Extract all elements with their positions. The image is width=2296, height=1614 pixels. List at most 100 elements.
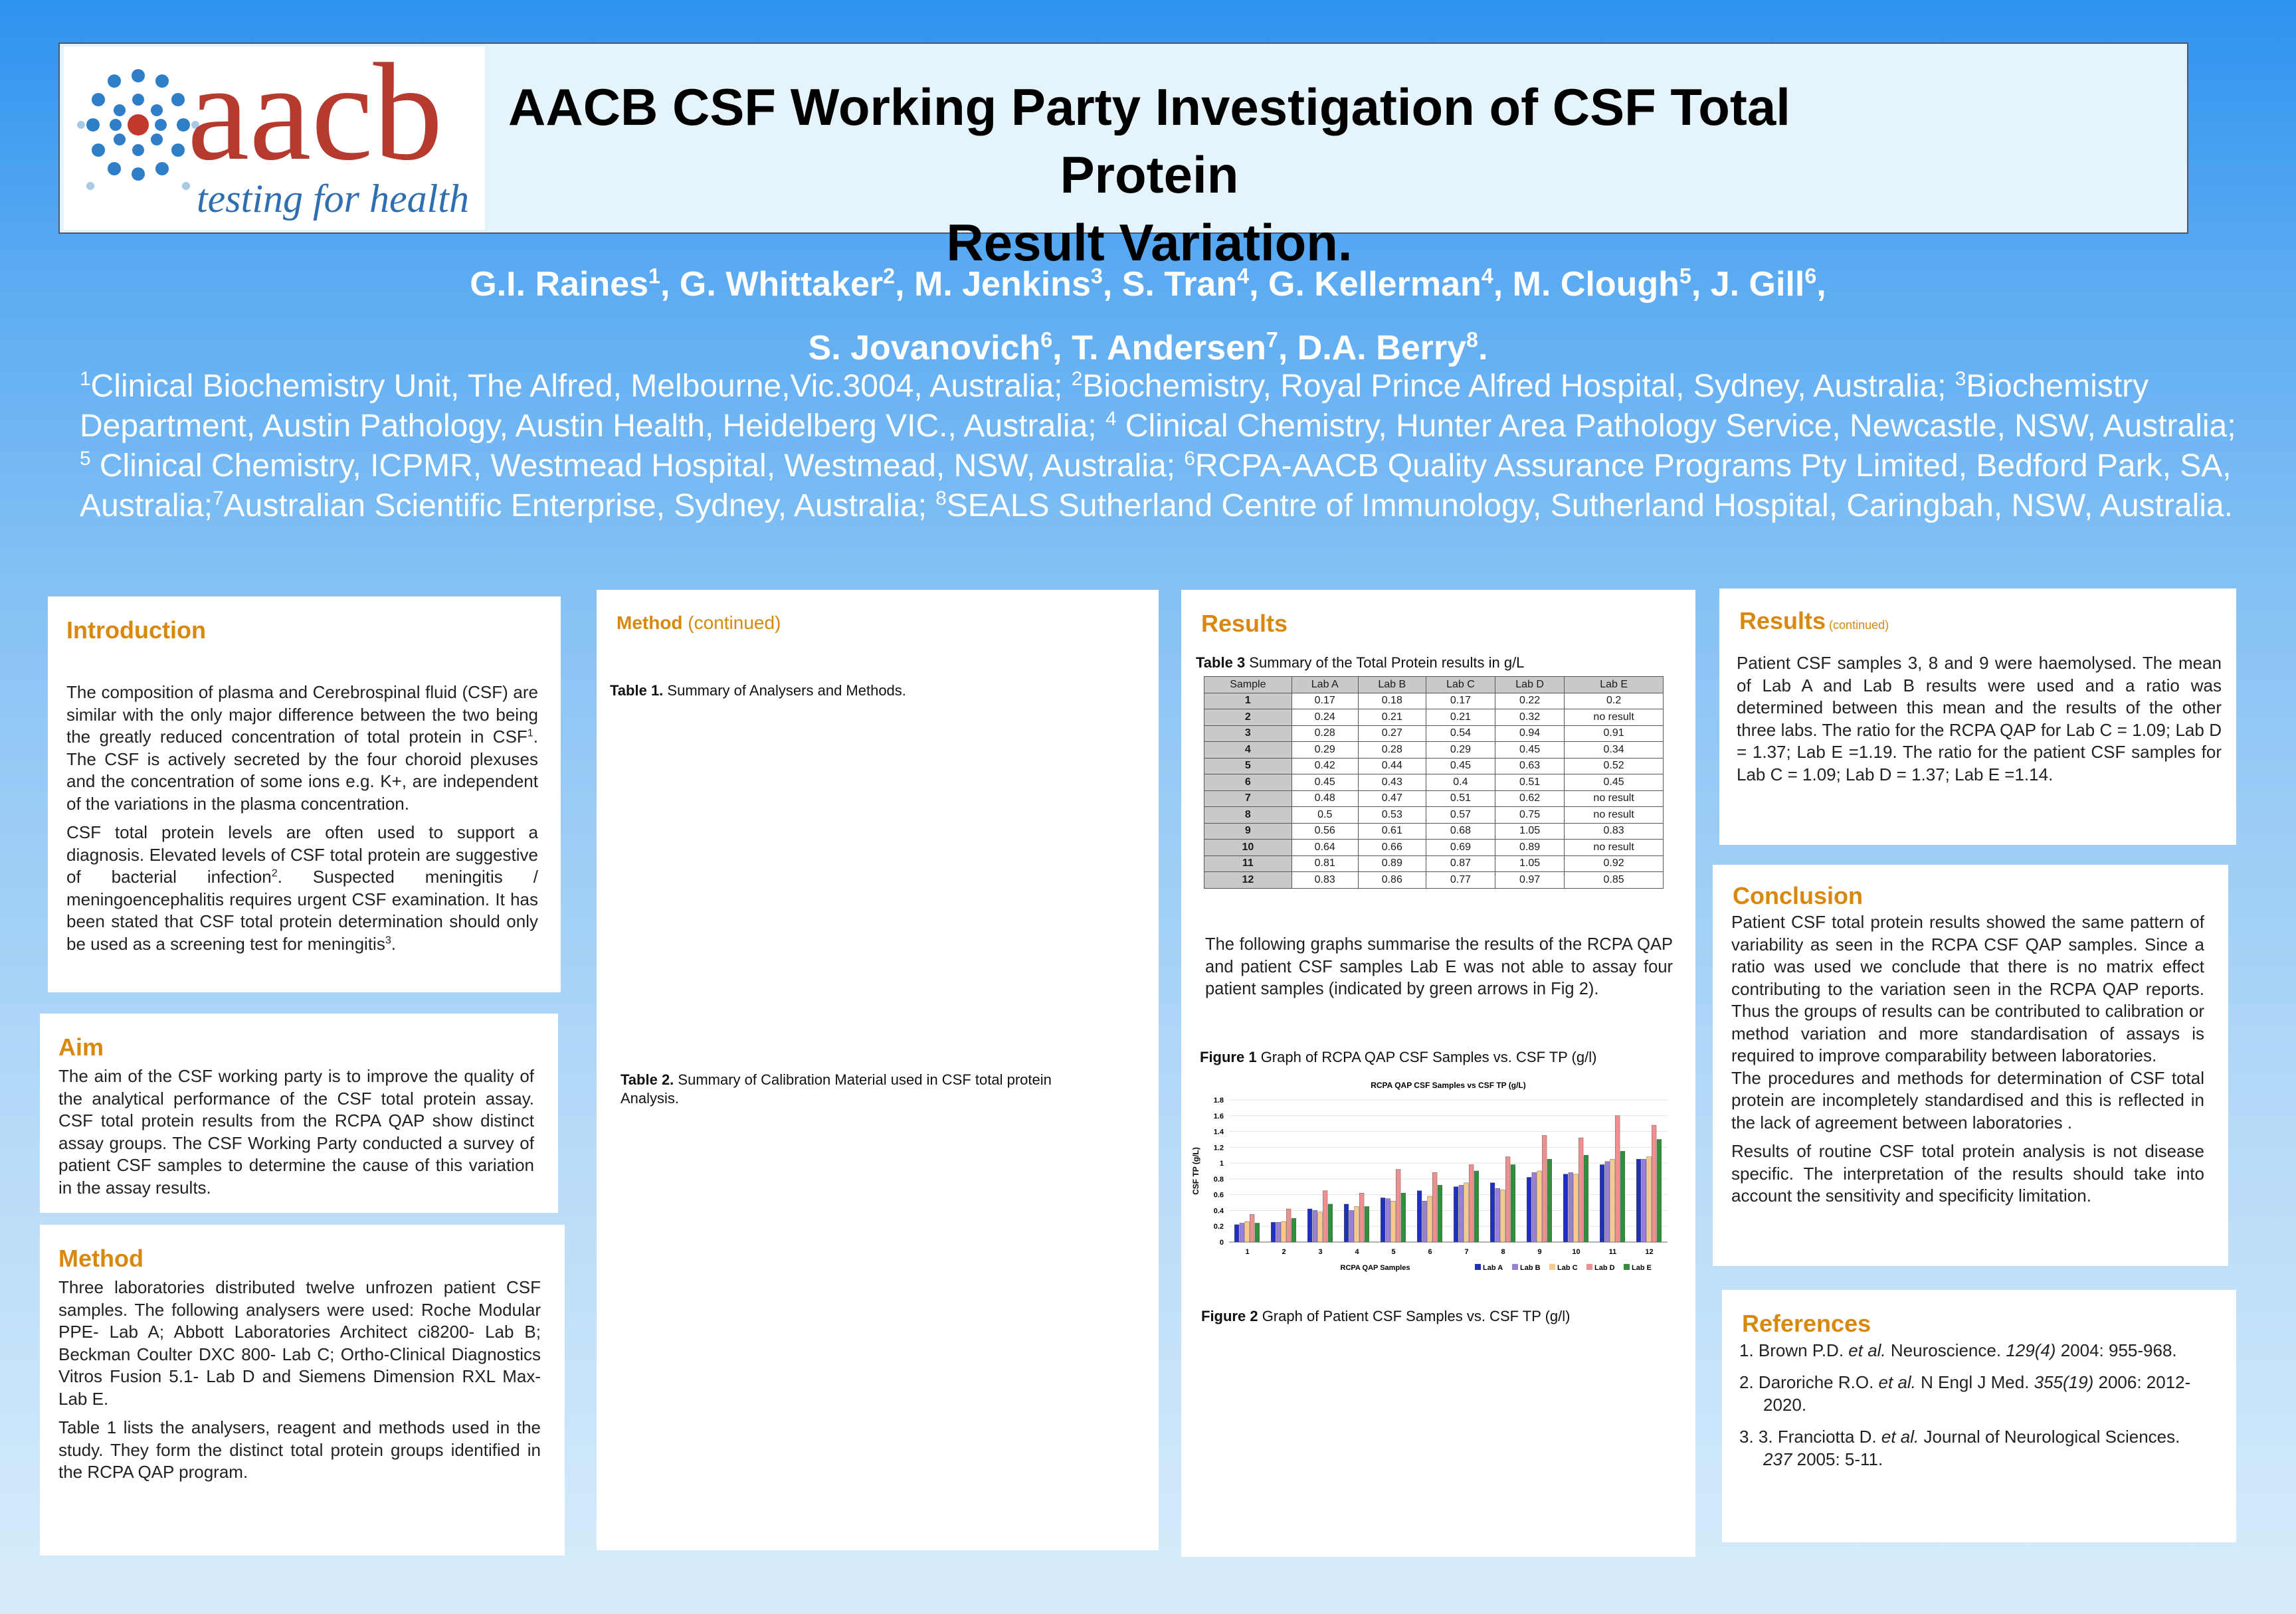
chart-x-tick-label: 2	[1282, 1248, 1286, 1256]
table-cell: 0.91	[1564, 725, 1664, 742]
table-cell: 0.61	[1357, 822, 1426, 840]
table1-caption: Table 1. Summary of Analysers and Method…	[610, 682, 906, 699]
affiliation-text: RCPA-AACB Quality Assurance Programs Pty…	[80, 448, 2232, 523]
table-cell: 0.83	[1564, 822, 1664, 840]
aacb-logo: aacb testing for health	[64, 43, 485, 230]
table3-header-cell: Lab C	[1425, 676, 1496, 693]
author-name: G. Whittaker	[679, 265, 884, 304]
table-cell: 0.17	[1425, 692, 1496, 709]
chart-y-tick-label: 0.4	[1214, 1207, 1224, 1215]
reference-item: 1. Brown P.D. et al. Neuroscience. 129(4…	[1739, 1339, 2212, 1362]
chart-bar	[1381, 1198, 1386, 1243]
chart-y-tick-label: 1.6	[1214, 1113, 1224, 1121]
chart-bar	[1359, 1193, 1365, 1243]
table-cell: 2	[1204, 709, 1292, 726]
table3-header-cell: Lab D	[1495, 676, 1565, 693]
author-name: G.I. Raines	[470, 265, 649, 304]
chart-bar	[1495, 1188, 1500, 1243]
table-cell: 0.5	[1291, 806, 1359, 824]
chart-bar	[1652, 1124, 1657, 1243]
author-affiliation-mark: 2	[883, 264, 896, 288]
affiliation-text: Clinical Biochemistry Unit, The Alfred, …	[90, 369, 1072, 404]
table-row: 1 0.17 0.18 0.17 0.22 0.2	[1204, 692, 1664, 709]
chart-bar	[1474, 1170, 1479, 1243]
method-heading: Method	[58, 1245, 144, 1272]
author-affiliation-mark: 3	[1090, 264, 1103, 288]
author-name: S. Jovanovich	[808, 329, 1041, 367]
author-affiliation-mark: 5	[1679, 264, 1691, 288]
author-affiliation-mark: 6	[1804, 264, 1817, 288]
table-cell: 0.22	[1495, 692, 1565, 709]
table-cell: 0.89	[1357, 855, 1426, 872]
author-separator: ,	[1052, 329, 1072, 367]
chart-bar	[1578, 1137, 1584, 1243]
chart-bar	[1641, 1158, 1646, 1243]
chart-legend-swatch	[1475, 1264, 1481, 1270]
reference-number: 1.	[1739, 1340, 1759, 1360]
figure1-caption: Figure 1 Graph of RCPA QAP CSF Samples v…	[1200, 1049, 1597, 1065]
chart-x-tick-label: 7	[1464, 1248, 1468, 1256]
affiliation-text: Australian Scientific Enterprise, Sydney…	[223, 488, 936, 523]
author-separator: ,	[660, 265, 680, 304]
chart-bar	[1422, 1200, 1427, 1243]
chart-bar	[1250, 1214, 1255, 1243]
table-cell: 0.21	[1425, 709, 1496, 726]
reference-author: 3. Franciotta D.	[1758, 1427, 1881, 1447]
logo-dots-icon	[77, 69, 199, 190]
chart-x-tick-label: 10	[1572, 1248, 1580, 1256]
aim-panel: Aim The aim of the CSF working party is …	[40, 1014, 558, 1213]
chart-legend-swatch	[1512, 1264, 1518, 1270]
table-cell: 6	[1204, 774, 1292, 791]
chart-legend-swatch	[1549, 1264, 1555, 1270]
chart-y-axis-label: CSF TP (g/L)	[1191, 1147, 1200, 1195]
table-cell: 0.29	[1291, 741, 1359, 759]
chart-x-tick-label: 6	[1428, 1248, 1432, 1256]
table-cell: 0.62	[1495, 790, 1565, 807]
chart-x-tick-label: 8	[1501, 1248, 1505, 1256]
table-cell: 7	[1204, 790, 1292, 807]
references-heading: References	[1742, 1310, 1871, 1337]
table-cell: 0.24	[1291, 709, 1359, 726]
table-cell: 0.17	[1291, 692, 1359, 709]
affiliation-mark: 4	[1105, 408, 1117, 430]
reference-item: 3. 3. Franciotta D. et al. Journal of Ne…	[1739, 1425, 2212, 1471]
chart-bar	[1234, 1224, 1240, 1243]
chart-bar	[1354, 1206, 1359, 1243]
table-cell: 12	[1204, 871, 1292, 889]
affiliation-text: Clinical Chemistry, Hunter Area Patholog…	[1116, 408, 2236, 444]
affiliation-mark: 8	[935, 488, 947, 509]
results-continued-text: Patient CSF samples 3, 8 and 9 were haem…	[1737, 653, 2222, 784]
figure2-caption: Figure 2 Graph of Patient CSF Samples vs…	[1201, 1308, 1571, 1324]
reference-number: 3.	[1739, 1427, 1759, 1447]
table-cell: no result	[1564, 709, 1664, 726]
chart-bar	[1291, 1218, 1296, 1243]
table-row: 7 0.48 0.47 0.51 0.62 no result	[1204, 790, 1664, 807]
chart-y-tick-label: 0.6	[1214, 1192, 1224, 1200]
author-line-2: S. Jovanovich6, T. Andersen7, D.A. Berry…	[66, 316, 2230, 380]
aim-text: The aim of the CSF working party is to i…	[58, 1066, 534, 1198]
table-cell: 0.45	[1495, 741, 1565, 759]
chart-bar	[1527, 1177, 1532, 1243]
reference-pages: 2004: 955-968.	[2056, 1340, 2177, 1360]
table3-header-cell: Lab B	[1357, 676, 1426, 693]
reference-volume: 355(19)	[2034, 1372, 2094, 1392]
references-panel: References	[1722, 1290, 2236, 1542]
table-cell: 0.86	[1357, 871, 1426, 889]
chart-bar	[1327, 1204, 1333, 1243]
table-cell: 0.68	[1425, 822, 1496, 840]
chart-bar	[1286, 1208, 1292, 1243]
affiliation-mark: 3	[1955, 368, 1966, 390]
reference-pages: 2005: 5-11.	[1792, 1449, 1883, 1469]
chart-bar	[1427, 1196, 1432, 1243]
table-cell: 0.34	[1564, 741, 1664, 759]
chart-legend-label: Lab A	[1483, 1264, 1503, 1272]
table-cell: 3	[1204, 725, 1292, 742]
chart-legend-label: Lab E	[1632, 1264, 1652, 1272]
reference-author: Brown P.D.	[1758, 1340, 1849, 1360]
chart-bar	[1254, 1223, 1260, 1243]
chart-x-tick-label: 12	[1645, 1248, 1653, 1256]
reference-pages: 2006: 2012-2020.	[1763, 1372, 2191, 1415]
reference-journal: Journal of Neurological Sciences.	[1919, 1427, 2180, 1447]
chart-bar	[1323, 1190, 1328, 1243]
chart-x-tick-label: 5	[1391, 1248, 1395, 1256]
